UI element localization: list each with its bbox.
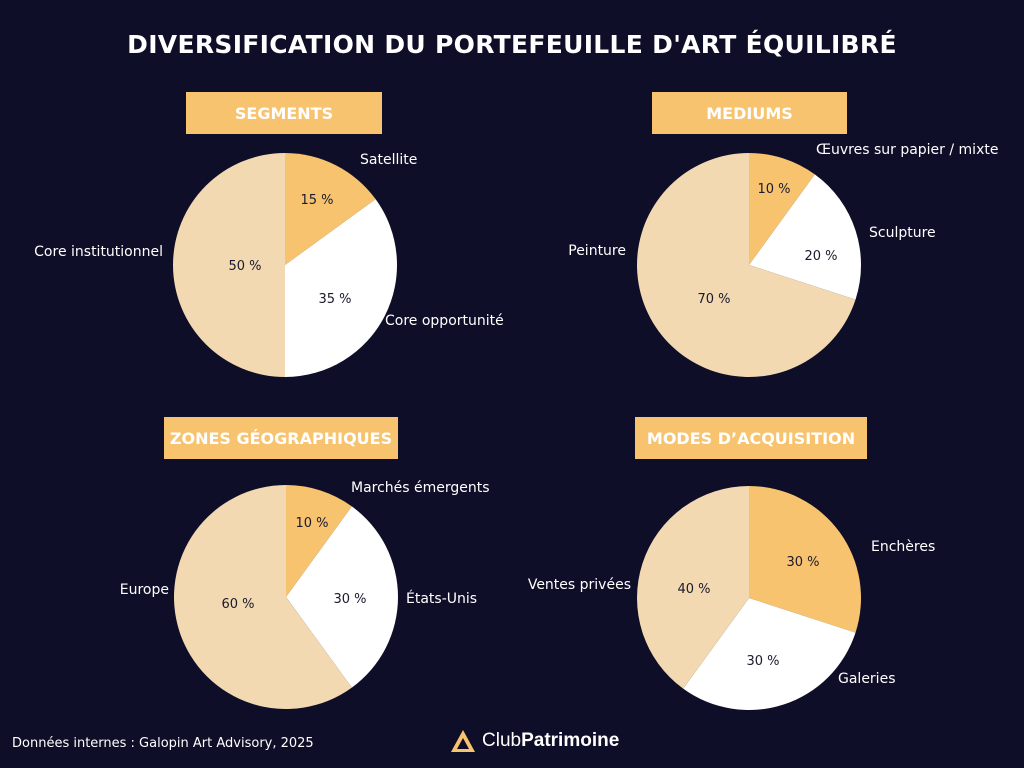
slice-label-core-institutionnel: Core institutionnel <box>34 244 163 260</box>
chart-header-box <box>186 92 382 134</box>
slice-value-core-opportunite: 35 % <box>318 292 351 307</box>
slice-label-europe: Europe <box>120 582 169 598</box>
brand-logo: ClubPatrimoine <box>450 726 619 756</box>
slice-label-ventes-privees: Ventes privées <box>528 577 631 593</box>
chart-header-box <box>652 92 847 134</box>
slice-label-satellite: Satellite <box>360 152 417 168</box>
slice-label-encheres: Enchères <box>871 539 935 555</box>
pie-slice-europe <box>173 485 352 709</box>
slice-label-etats-unis: États-Unis <box>406 590 477 607</box>
slice-value-encheres: 30 % <box>786 555 819 570</box>
slice-value-oeuvres-sur-papier-mixte: 10 % <box>757 182 790 197</box>
brand-name-bold: Patrimoine <box>521 730 620 751</box>
pie-slice-peinture <box>637 153 856 377</box>
slice-value-marches-emergents: 10 % <box>295 516 328 531</box>
source-note: Données internes : Galopin Art Advisory,… <box>12 736 314 751</box>
pie-chart-zones-geographiques: ZONES GÉOGRAPHIQUES Marchés émergents État… <box>120 417 490 709</box>
pie-chart-modes-d-acquisition: MODES D’ACQUISITION Enchères Galeries Vente… <box>528 417 935 710</box>
slice-label-core-opportunite: Core opportunité <box>385 313 504 329</box>
chart-title: ZONES GÉOGRAPHIQUES <box>170 429 392 448</box>
pie-slice-core-opportunite <box>285 199 397 377</box>
brand-name-light: Club <box>482 730 522 751</box>
pie-slice-oeuvres-sur-papier-mixte <box>749 153 815 265</box>
page-title: DIVERSIFICATION DU PORTEFEUILLE D'ART ÉQ… <box>127 30 897 59</box>
slice-value-satellite: 15 % <box>300 193 333 208</box>
pie-chart-mediums: MEDIUMS Œuvres sur papier / mixte Sculptur… <box>568 92 998 377</box>
slice-value-etats-unis: 30 % <box>333 592 366 607</box>
slice-label-marches-emergents: Marchés émergents <box>351 480 490 496</box>
slice-value-sculpture: 20 % <box>804 249 837 264</box>
slice-value-europe: 60 % <box>221 597 254 612</box>
chart-header-box <box>635 417 867 459</box>
slice-value-peinture: 70 % <box>697 292 730 307</box>
chart-title: MEDIUMS <box>706 104 793 123</box>
pie-slice-etats-unis <box>286 506 398 688</box>
slice-value-ventes-privees: 40 % <box>677 582 710 597</box>
pie-slice-encheres <box>749 486 862 633</box>
slice-label-oeuvres-sur-papier-mixte: Œuvres sur papier / mixte <box>816 142 998 158</box>
pie-slice-sculpture <box>749 174 862 300</box>
chart-title: SEGMENTS <box>235 104 333 123</box>
slice-label-peinture: Peinture <box>568 243 626 259</box>
triangle-logo-icon <box>451 730 475 752</box>
pie-chart-segments: SEGMENTS Satellite Core opportunité Core in… <box>34 92 504 377</box>
slice-label-galeries: Galeries <box>838 671 895 687</box>
chart-title: MODES D’ACQUISITION <box>647 429 855 448</box>
chart-header-box <box>164 417 398 459</box>
pie-slice-marches-emergents <box>286 485 352 597</box>
pie-slice-core-institutionnel <box>173 153 285 377</box>
pie-slice-galeries <box>683 598 856 710</box>
slice-value-galeries: 30 % <box>746 654 779 669</box>
slice-value-core-institutionnel: 50 % <box>228 259 261 274</box>
pie-slice-satellite <box>285 153 376 265</box>
slice-label-sculpture: Sculpture <box>869 225 936 241</box>
pie-slice-ventes-privees <box>637 486 749 689</box>
